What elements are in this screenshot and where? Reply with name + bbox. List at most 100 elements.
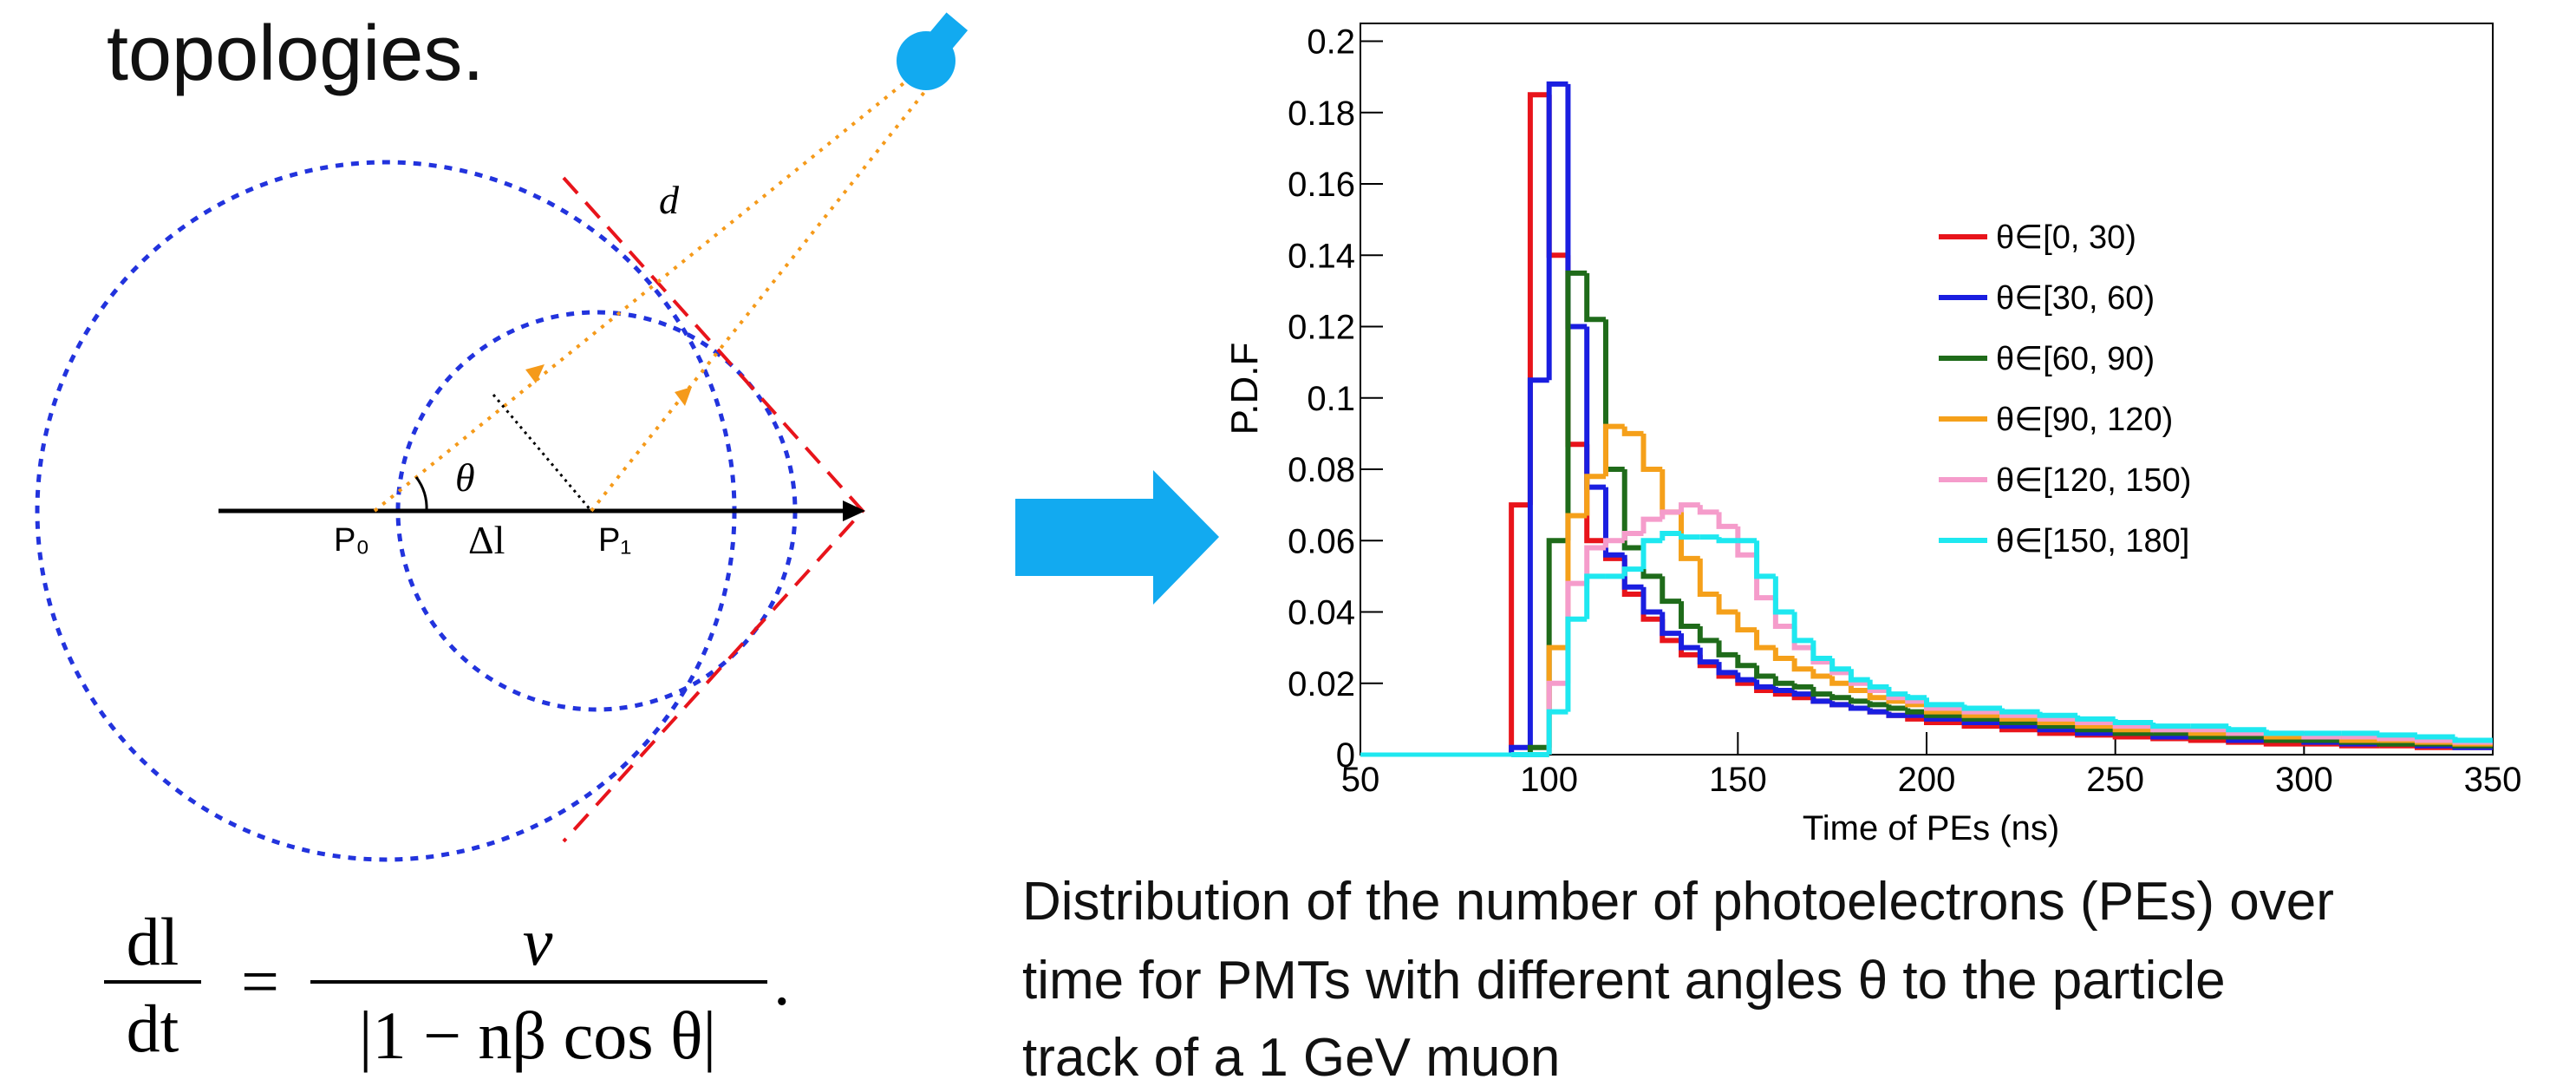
histogram-bin (1660, 509, 1682, 520)
histogram-bin (1716, 640, 1738, 657)
histogram-bin (1679, 512, 1700, 561)
histogram-bin (1546, 81, 1568, 381)
histogram-bin (1810, 640, 1833, 661)
histogram-bin (1584, 326, 1606, 490)
histogram-bin (1716, 512, 1738, 529)
histogram-bin (1754, 679, 1776, 690)
histogram-bin (1867, 679, 1889, 690)
histogram-bin (1565, 270, 1588, 541)
histogram-bin (1640, 593, 1663, 622)
histogram-bin (1961, 704, 2003, 711)
detector (897, 12, 968, 90)
histogram-bin (1621, 554, 1644, 590)
histogram-bin (1679, 533, 1700, 540)
histogram-bin (2377, 732, 2417, 738)
x-tick-label: 350 (2464, 761, 2522, 799)
legend-label: θ∈[120, 150) (1996, 462, 2191, 499)
histogram-bin (1565, 255, 1588, 448)
light-arrowhead (525, 364, 545, 383)
histogram-bin (1584, 573, 1606, 619)
y-tick-label: 0.06 (1288, 522, 1355, 560)
detector-base (923, 12, 968, 57)
histogram-bin (1509, 744, 1530, 755)
histogram-bin (1886, 704, 1908, 711)
histogram-bin (1829, 657, 1851, 672)
angle-arc (414, 476, 428, 512)
diagram: d θ P₀ Δl P₁ (35, 12, 968, 862)
x-tick-label: 100 (1520, 761, 1578, 799)
histogram-bin (1810, 669, 1833, 679)
y-tick-label: 0.02 (1288, 665, 1355, 703)
histogram-bin (1621, 566, 1644, 577)
caption-line: time for PMTs with different angles θ to… (1022, 951, 2226, 1011)
y-tick-label: 0.1 (1307, 380, 1355, 418)
histogram-bin (2037, 711, 2078, 718)
histogram-bin (1640, 433, 1663, 473)
formula-rhs-num: v (523, 904, 553, 979)
histogram-bin (1584, 272, 1606, 323)
histogram-bin (1735, 654, 1758, 669)
formula-rhs-den: |1 − nβ cos θ| (359, 998, 716, 1073)
histogram-bin (1697, 647, 1719, 665)
y-axis-title: P.D.F (1223, 343, 1266, 435)
histogram-bin (1546, 709, 1568, 755)
histogram-bin (1829, 701, 1851, 708)
x-tick-label: 150 (1709, 761, 1767, 799)
histogram-bin (2150, 722, 2191, 729)
y-tick-label: 0.08 (1288, 451, 1355, 489)
flow-arrow (1015, 470, 1219, 605)
label-p1: P₁ (598, 522, 631, 559)
histogram-bin (1602, 538, 1625, 548)
formula-lhs-den: dt (127, 991, 179, 1066)
histogram-bin (1754, 630, 1776, 651)
histogram-chart: Time of PEs (ns) P.D.F 0 0.02 0.04 0.06 0.08… (1223, 23, 2521, 847)
histogram-bin (1867, 701, 1889, 708)
histogram-bin (1848, 704, 1870, 711)
x-tick-label: 250 (2086, 761, 2144, 799)
histogram-bin (1621, 426, 1644, 436)
histogram-bin (1848, 697, 1870, 704)
histogram-bin (1546, 95, 1568, 258)
histogram-bin (1584, 545, 1606, 584)
histogram-bin (1697, 505, 1719, 515)
caption-line: track of a 1 GeV muon (1022, 1028, 1560, 1086)
track-arrowhead (843, 500, 865, 521)
histogram-bin (1848, 669, 1870, 683)
histogram-bin (1660, 576, 1682, 605)
histogram-bin (1886, 686, 1908, 697)
caption-line: Distribution of the number of photoelect… (1022, 872, 2334, 932)
histogram-bin (1565, 83, 1588, 330)
histogram-bin (1679, 601, 1700, 629)
histogram-bin (1999, 708, 2040, 715)
histogram-bin (1660, 469, 1682, 515)
histogram-bin (2414, 734, 2455, 740)
histogram-bin (1602, 423, 1625, 477)
perpendicular (492, 394, 593, 512)
histogram-bin (1791, 657, 1814, 672)
histogram-bin (1527, 377, 1549, 748)
histogram-bin (1697, 558, 1719, 597)
label-delta-l: Δl (468, 518, 505, 562)
histogram-bin (1660, 612, 1682, 637)
histogram-bin (1791, 625, 1814, 651)
y-tick-label: 0.16 (1288, 166, 1355, 204)
formula-lhs-num: dl (127, 904, 179, 979)
histogram-bin (1584, 444, 1606, 544)
y-tick-label: 0.2 (1307, 23, 1355, 62)
y-tick-label: 0.14 (1288, 237, 1355, 275)
legend-label: θ∈[90, 120) (1996, 402, 2173, 438)
histogram-bin (1772, 647, 1795, 661)
legend-label: θ∈[30, 60) (1996, 280, 2155, 317)
histogram-bin (1660, 618, 1682, 644)
label-theta: θ (455, 455, 475, 500)
histogram-bin (2075, 715, 2116, 722)
histogram-bin (1565, 580, 1588, 684)
histogram-bin (2226, 726, 2266, 733)
histogram-bin (1810, 686, 1833, 697)
light-arrowhead (675, 387, 692, 406)
histogram-bin (1527, 92, 1549, 506)
histogram-bin (1772, 686, 1795, 693)
histogram-bin (1886, 711, 1908, 718)
